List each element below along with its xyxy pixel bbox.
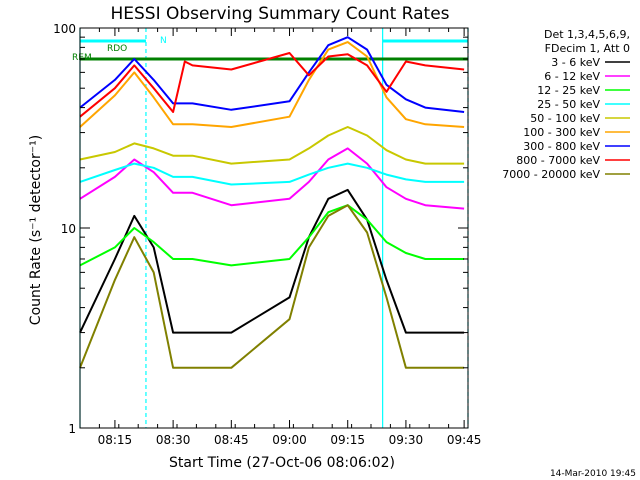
legend-header: FDecim 1, Att 0 xyxy=(545,42,630,55)
legend-entry-label: 100 - 300 keV xyxy=(523,126,600,139)
footer-timestamp: 14-Mar-2010 19:45 xyxy=(550,469,636,479)
x-tick-label: 08:15 xyxy=(98,433,133,447)
legend-entry-label: 3 - 6 keV xyxy=(551,56,600,69)
y-tick-label: 1 xyxy=(68,422,76,436)
series-line xyxy=(79,41,465,128)
annotation-label: RDO xyxy=(107,44,127,54)
legend-entry-label: 800 - 7000 keV xyxy=(516,154,600,167)
legend-entry-label: 25 - 50 keV xyxy=(537,98,600,111)
legend-entry-label: 6 - 12 keV xyxy=(544,70,600,83)
y-axis-label: Count Rate (s⁻¹ detector⁻¹) xyxy=(28,135,44,325)
series-line xyxy=(79,36,465,113)
legend-entry-label: 50 - 100 keV xyxy=(530,112,600,125)
annotation-label: REM xyxy=(72,53,92,63)
series-line xyxy=(79,147,465,210)
legend-entry-label: 300 - 800 keV xyxy=(523,140,600,153)
x-tick-label: 08:45 xyxy=(214,433,249,447)
y-tick-label: 100 xyxy=(53,22,76,36)
y-tick-label: 10 xyxy=(61,222,76,236)
series-line xyxy=(79,52,465,118)
x-axis: 08:15 08:30 08:45 09:00 09:15 09:30 09:45 xyxy=(79,28,482,447)
legend-entry-label: 7000 - 20000 keV xyxy=(502,168,600,181)
series-line xyxy=(79,126,465,165)
y-axis: 1 10 100 xyxy=(53,22,468,436)
chart-title: HESSI Observing Summary Count Rates xyxy=(110,4,449,24)
x-tick-label: 09:30 xyxy=(389,433,424,447)
x-tick-label: 08:30 xyxy=(156,433,191,447)
series-line xyxy=(79,204,465,267)
series-line xyxy=(79,162,465,186)
legend: Det 1,3,4,5,6,9,FDecim 1, Att 03 - 6 keV… xyxy=(502,28,630,181)
x-tick-label: 09:00 xyxy=(272,433,307,447)
x-tick-label: 09:15 xyxy=(330,433,365,447)
plot-area: N RDO REM xyxy=(72,28,469,428)
legend-header: Det 1,3,4,5,6,9, xyxy=(544,28,630,41)
x-axis-label: Start Time (27-Oct-06 08:06:02) xyxy=(169,455,395,471)
legend-entry-label: 12 - 25 keV xyxy=(537,84,600,97)
annotation-label: N xyxy=(160,36,167,46)
x-tick-label: 09:45 xyxy=(447,433,482,447)
series-line xyxy=(79,204,465,369)
